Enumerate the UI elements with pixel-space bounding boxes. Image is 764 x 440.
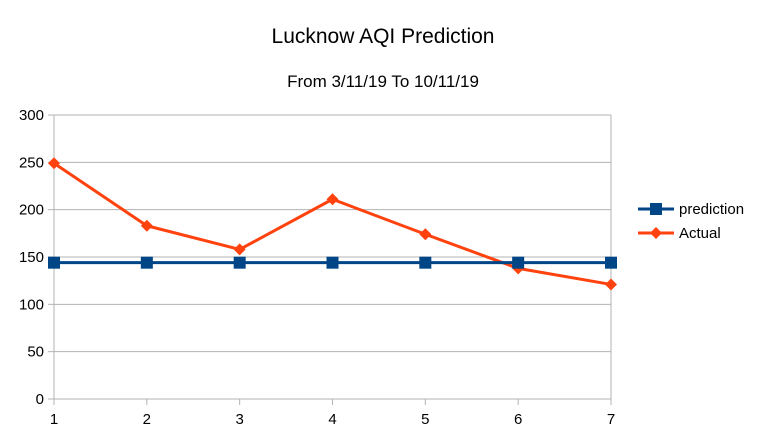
x-axis-ticks: 1 2 3 4 5 6 7 <box>50 399 615 428</box>
data-point-actual <box>140 219 153 232</box>
x-tick-label: 6 <box>514 411 522 428</box>
chart-subtitle: From 3/11/19 To 10/11/19 <box>287 72 479 91</box>
legend-entry-actual: Actual <box>638 225 721 242</box>
legend-entry-prediction: prediction <box>638 201 744 218</box>
data-point-actual <box>419 228 432 241</box>
legend-marker-actual <box>650 227 662 239</box>
x-tick-label: 5 <box>421 411 429 428</box>
series-prediction <box>48 256 617 269</box>
data-point-prediction <box>419 256 432 269</box>
data-point-prediction <box>512 256 525 269</box>
legend-label-actual: Actual <box>679 225 721 242</box>
series-actual <box>48 157 617 291</box>
x-tick-label: 1 <box>50 411 58 428</box>
data-point-actual <box>326 193 339 206</box>
x-tick-label: 7 <box>607 411 615 428</box>
data-point-prediction <box>605 256 617 269</box>
data-point-prediction <box>233 256 246 269</box>
x-tick-label: 2 <box>143 411 151 428</box>
chart-title: Lucknow AQI Prediction <box>272 25 495 48</box>
legend-marker-prediction <box>650 203 662 215</box>
legend: prediction Actual <box>638 201 744 242</box>
legend-label-prediction: prediction <box>679 201 744 218</box>
y-tick-label: 250 <box>19 154 44 171</box>
data-point-actual <box>233 243 246 256</box>
y-tick-label: 0 <box>36 391 44 408</box>
data-point-actual <box>48 157 60 170</box>
y-tick-label: 50 <box>27 344 44 361</box>
data-point-actual <box>605 278 617 291</box>
data-point-prediction <box>140 256 153 269</box>
series <box>48 157 617 291</box>
x-tick-label: 4 <box>328 411 336 428</box>
y-axis-ticks: 0 50 100 150 200 250 300 <box>19 107 54 408</box>
data-point-prediction <box>326 256 339 269</box>
data-point-prediction <box>48 256 60 269</box>
y-tick-label: 200 <box>19 202 44 219</box>
y-tick-label: 100 <box>19 296 44 313</box>
y-tick-label: 300 <box>19 107 44 124</box>
y-tick-label: 150 <box>19 249 44 266</box>
x-tick-label: 3 <box>235 411 243 428</box>
gridlines <box>54 114 611 353</box>
